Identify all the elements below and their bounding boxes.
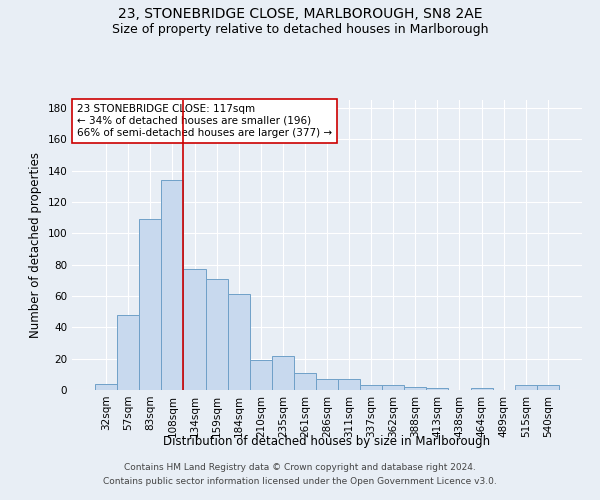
- Bar: [272, 356, 294, 390]
- Bar: [316, 379, 338, 390]
- Bar: [294, 373, 316, 390]
- Bar: [404, 387, 427, 390]
- Bar: [227, 294, 250, 390]
- Bar: [139, 219, 161, 390]
- Y-axis label: Number of detached properties: Number of detached properties: [29, 152, 42, 338]
- Bar: [250, 360, 272, 390]
- Text: 23 STONEBRIDGE CLOSE: 117sqm
← 34% of detached houses are smaller (196)
66% of s: 23 STONEBRIDGE CLOSE: 117sqm ← 34% of de…: [77, 104, 332, 138]
- Bar: [427, 388, 448, 390]
- Bar: [537, 386, 559, 390]
- Text: 23, STONEBRIDGE CLOSE, MARLBOROUGH, SN8 2AE: 23, STONEBRIDGE CLOSE, MARLBOROUGH, SN8 …: [118, 8, 482, 22]
- Bar: [360, 386, 382, 390]
- Bar: [184, 270, 206, 390]
- Text: Contains public sector information licensed under the Open Government Licence v3: Contains public sector information licen…: [103, 477, 497, 486]
- Text: Size of property relative to detached houses in Marlborough: Size of property relative to detached ho…: [112, 22, 488, 36]
- Bar: [515, 386, 537, 390]
- Text: Contains HM Land Registry data © Crown copyright and database right 2024.: Contains HM Land Registry data © Crown c…: [124, 464, 476, 472]
- Bar: [161, 180, 184, 390]
- Bar: [382, 386, 404, 390]
- Bar: [206, 278, 227, 390]
- Bar: [117, 315, 139, 390]
- Bar: [95, 384, 117, 390]
- Text: Distribution of detached houses by size in Marlborough: Distribution of detached houses by size …: [163, 435, 491, 448]
- Bar: [338, 379, 360, 390]
- Bar: [470, 388, 493, 390]
